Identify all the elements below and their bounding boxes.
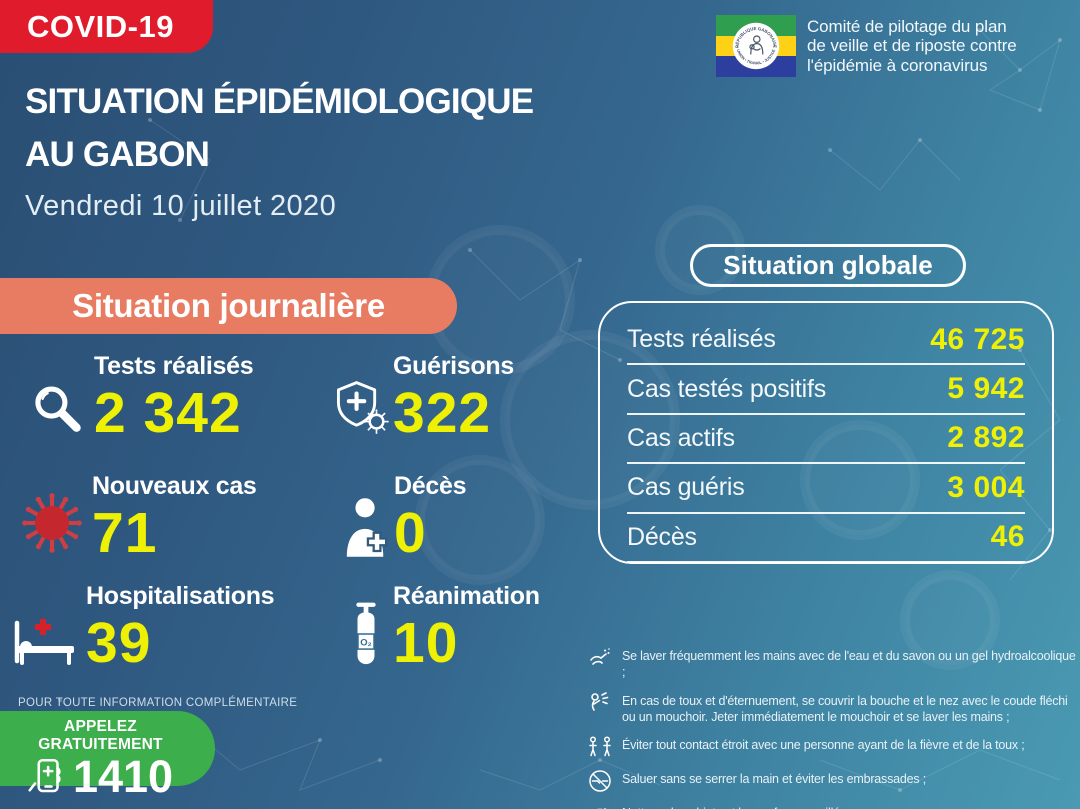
- stat-deces: Décès 0: [342, 472, 466, 562]
- hand-washing-icon: [588, 646, 612, 670]
- stat-label: Guérisons: [393, 352, 514, 380]
- covid19-badge: COVID-19: [0, 0, 213, 53]
- global-row-tests: Tests réalisés 46 725: [627, 316, 1025, 366]
- tip-text: Se laver fréquemment les mains avec de l…: [622, 649, 1076, 680]
- tip-item: Éviter tout contact étroit avec une pers…: [588, 735, 1080, 759]
- page-title-line1: SITUATION ÉPIDÉMIOLOGIQUE: [25, 82, 534, 121]
- stat-value: 71: [92, 501, 158, 565]
- hotline-badge: APPELEZ GRATUITEMENT 1410: [0, 711, 215, 799]
- tip-item: Nettoyer les objets et les surfaces soui…: [588, 805, 1080, 809]
- gabon-flag-icon: RÉPUBLIQUE GABONAISE UNION • TRAVAIL • J…: [716, 15, 796, 77]
- tip-text: Saluer sans se serrer la main et éviter …: [622, 772, 927, 786]
- gabon-logo: RÉPUBLIQUE GABONAISE UNION • TRAVAIL • J…: [716, 15, 1017, 77]
- tip-item: Se laver fréquemment les mains avec de l…: [588, 648, 1080, 681]
- oxygen-label: O₂: [360, 636, 372, 647]
- row-label: Cas testés positifs: [627, 374, 827, 403]
- committee-line-1: Comité de pilotage du plan: [807, 16, 1007, 36]
- stat-label: Réanimation: [393, 582, 540, 610]
- mother-child-figure: [749, 35, 764, 55]
- committee-line-3: l'épidémie à coronavirus: [807, 55, 988, 75]
- row-value: 5 942: [947, 372, 1025, 406]
- gabon-seal-icon: RÉPUBLIQUE GABONAISE UNION • TRAVAIL • J…: [732, 22, 780, 70]
- stat-value: 322: [393, 381, 492, 445]
- clean-surfaces-icon: [588, 803, 612, 809]
- sneeze-elbow-icon: [588, 691, 612, 715]
- stat-guerisons: Guérisons 322: [333, 352, 514, 442]
- row-value: 46 725: [930, 322, 1025, 356]
- global-row-positifs: Cas testés positifs 5 942: [627, 365, 1025, 415]
- row-value: 2 892: [947, 421, 1025, 455]
- row-label: Cas guéris: [627, 473, 745, 502]
- stat-hospitalisations: Hospitalisations 39: [12, 582, 275, 675]
- stat-reanimation: O₂ Réanimation 10: [347, 582, 540, 672]
- global-row-actifs: Cas actifs 2 892: [627, 415, 1025, 465]
- row-label: Cas actifs: [627, 423, 735, 452]
- tip-item: Saluer sans se serrer la main et éviter …: [588, 769, 1080, 793]
- tips-list: Se laver fréquemment les mains avec de l…: [588, 648, 1080, 809]
- date-text: Vendredi 10 juillet 2020: [25, 190, 337, 222]
- tip-text: En cas de toux et d'éternuement, se couv…: [622, 693, 1068, 724]
- committee-text: Comité de pilotage du plan de veille et …: [807, 17, 1017, 75]
- row-value: 46: [990, 520, 1025, 554]
- stat-tests-realises: Tests réalisés 2 342: [30, 352, 254, 445]
- global-row-gueris: Cas guéris 3 004: [627, 464, 1025, 514]
- stat-value: 10: [393, 611, 459, 675]
- shield-cross-virus-icon: [333, 379, 391, 437]
- stat-nouveaux-cas: Nouveaux cas 71: [18, 472, 257, 562]
- daily-section-badge: Situation journalière: [0, 278, 457, 334]
- row-value: 3 004: [947, 470, 1025, 504]
- tip-item: En cas de toux et d'éternuement, se couv…: [588, 691, 1080, 726]
- row-label: Décès: [627, 522, 697, 551]
- info-note: POUR TOUTE INFORMATION COMPLÉMENTAIRE: [18, 697, 298, 709]
- committee-line-2: de veille et de riposte contre: [807, 36, 1017, 56]
- global-row-deces: Décès 46: [627, 514, 1025, 563]
- stat-value: 0: [394, 501, 427, 565]
- avoid-contact-icon: [588, 735, 612, 759]
- stat-label: Hospitalisations: [86, 582, 275, 610]
- magnifier-icon: [30, 383, 84, 437]
- stat-value: 39: [86, 611, 152, 675]
- hotline-number: 1410: [72, 750, 174, 802]
- phone-call-icon: [26, 753, 68, 799]
- global-section-badge: Situation globale: [690, 244, 966, 287]
- stat-label: Nouveaux cas: [92, 472, 257, 500]
- global-stats-panel: Tests réalisés 46 725 Cas testés positif…: [598, 301, 1054, 564]
- stat-label: Décès: [394, 472, 467, 500]
- stat-value: 2 342: [94, 381, 242, 445]
- page-title: SITUATION ÉPIDÉMIOLOGIQUE AU GABON: [25, 76, 534, 181]
- virus-icon: [18, 489, 86, 557]
- tip-text: Éviter tout contact étroit avec une pers…: [622, 738, 1025, 752]
- no-handshake-icon: [588, 769, 612, 793]
- oxygen-tank-icon: O₂: [347, 601, 385, 667]
- title-block: SITUATION ÉPIDÉMIOLOGIQUE AU GABON Vendr…: [25, 76, 534, 223]
- tip-text: Nettoyer les objets et les surfaces soui…: [622, 805, 849, 809]
- hospital-bed-icon: [12, 617, 78, 667]
- page-title-line2: AU GABON: [25, 134, 210, 174]
- row-label: Tests réalisés: [627, 325, 776, 354]
- hotline-title: APPELEZ GRATUITEMENT: [38, 718, 163, 753]
- deceased-person-icon: [342, 497, 390, 557]
- stat-label: Tests réalisés: [94, 352, 254, 380]
